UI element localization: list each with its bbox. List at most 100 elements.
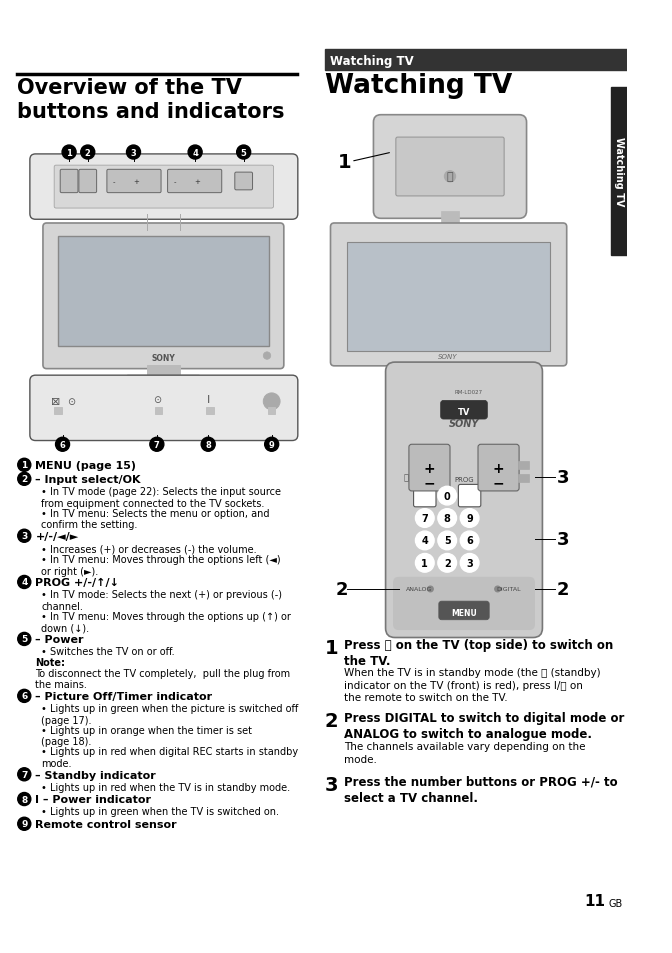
Circle shape	[460, 532, 479, 550]
Text: 6: 6	[21, 692, 28, 700]
Text: ⊙: ⊙	[67, 396, 75, 407]
Circle shape	[17, 768, 31, 781]
FancyBboxPatch shape	[458, 485, 480, 507]
Text: – Picture Off/Timer indicator: – Picture Off/Timer indicator	[36, 692, 212, 701]
FancyBboxPatch shape	[127, 375, 200, 385]
Text: −: −	[423, 476, 435, 490]
Text: ANALOG: ANALOG	[406, 587, 432, 592]
FancyBboxPatch shape	[54, 166, 274, 209]
FancyBboxPatch shape	[30, 154, 298, 220]
Text: 2: 2	[556, 580, 569, 598]
Text: 9: 9	[21, 820, 28, 828]
Text: ⏻: ⏻	[447, 172, 454, 182]
Text: • Switches the TV on or off.: • Switches the TV on or off.	[41, 647, 175, 657]
Text: Press ⓘ on the TV (top side) to switch on
the TV.: Press ⓘ on the TV (top side) to switch o…	[343, 638, 613, 667]
Text: 6: 6	[466, 536, 473, 546]
FancyBboxPatch shape	[30, 375, 298, 441]
Text: When the TV is in standby mode (the ⓘ (standby)
indicator on the TV (front) is r: When the TV is in standby mode (the ⓘ (s…	[343, 668, 600, 702]
Text: Press the number buttons or PROG +/- to
select a TV channel.: Press the number buttons or PROG +/- to …	[343, 775, 617, 804]
FancyBboxPatch shape	[43, 224, 284, 369]
Circle shape	[62, 146, 76, 160]
Text: +/-/◄/►: +/-/◄/►	[36, 532, 79, 541]
Text: 9: 9	[269, 440, 275, 449]
Text: TV: TV	[458, 408, 470, 416]
FancyBboxPatch shape	[386, 363, 542, 638]
Text: +: +	[194, 179, 200, 185]
FancyBboxPatch shape	[331, 224, 566, 367]
Text: MENU (page 15): MENU (page 15)	[36, 460, 136, 471]
Text: • Lights up in green when the picture is switched off
(page 17).: • Lights up in green when the picture is…	[41, 703, 298, 725]
Text: 2: 2	[21, 475, 28, 484]
Bar	[347, 242, 550, 352]
Circle shape	[263, 353, 271, 360]
FancyBboxPatch shape	[409, 445, 450, 492]
Circle shape	[17, 473, 31, 486]
FancyBboxPatch shape	[374, 115, 527, 219]
Text: 5: 5	[241, 149, 247, 157]
Bar	[427, 363, 468, 377]
Text: Watching TV: Watching TV	[614, 137, 624, 206]
Text: SONY: SONY	[151, 354, 175, 362]
Text: 8: 8	[21, 795, 28, 803]
Text: 0: 0	[444, 491, 450, 501]
Circle shape	[237, 146, 251, 160]
Text: 2: 2	[444, 558, 450, 568]
Text: Remote control sensor: Remote control sensor	[36, 820, 177, 829]
Circle shape	[17, 576, 31, 589]
Circle shape	[438, 487, 456, 505]
Text: 3: 3	[21, 532, 28, 540]
Text: PROG: PROG	[454, 476, 474, 482]
Text: 3: 3	[556, 531, 569, 549]
Text: • Lights up in red when digital REC starts in standby
mode.: • Lights up in red when digital REC star…	[41, 746, 298, 768]
Text: -: -	[173, 179, 176, 185]
Text: 6: 6	[60, 440, 65, 449]
FancyBboxPatch shape	[408, 376, 489, 386]
Circle shape	[17, 793, 31, 805]
Text: ⊙: ⊙	[153, 395, 161, 405]
Text: RM-LD027: RM-LD027	[455, 390, 482, 395]
Circle shape	[265, 437, 279, 452]
Circle shape	[17, 690, 31, 702]
Circle shape	[263, 394, 280, 411]
Text: 7: 7	[154, 440, 160, 449]
Circle shape	[427, 586, 433, 592]
Circle shape	[415, 554, 434, 573]
Text: GB: GB	[609, 899, 623, 908]
Text: 4: 4	[421, 536, 428, 546]
FancyBboxPatch shape	[393, 578, 535, 630]
Text: 5: 5	[444, 536, 450, 546]
Circle shape	[17, 458, 31, 472]
Text: 1: 1	[421, 558, 428, 568]
Text: +: +	[493, 461, 505, 476]
Circle shape	[438, 554, 456, 573]
Text: Overview of the TV
buttons and indicators: Overview of the TV buttons and indicator…	[17, 78, 284, 121]
Text: The channels available vary depending on the
mode.: The channels available vary depending on…	[343, 741, 585, 763]
Text: • In TV mode: Selects the next (+) or previous (-)
channel.: • In TV mode: Selects the next (+) or pr…	[41, 590, 282, 612]
Circle shape	[81, 146, 95, 160]
FancyBboxPatch shape	[478, 445, 519, 492]
Bar	[518, 475, 530, 482]
Circle shape	[415, 532, 434, 550]
FancyBboxPatch shape	[439, 601, 489, 620]
Text: • Lights up in orange when the timer is set
(page 18).: • Lights up in orange when the timer is …	[41, 725, 252, 746]
Text: 9: 9	[466, 514, 473, 523]
FancyBboxPatch shape	[60, 171, 78, 193]
Text: 🔊: 🔊	[404, 473, 409, 482]
Text: 1: 1	[66, 149, 72, 157]
Text: I – Power indicator: I – Power indicator	[36, 795, 151, 804]
Text: ⊠: ⊠	[51, 396, 60, 407]
Text: 2: 2	[336, 580, 349, 598]
Text: 1: 1	[338, 152, 351, 172]
FancyBboxPatch shape	[441, 401, 487, 419]
Text: 2: 2	[325, 712, 339, 731]
Text: – Input select/OK: – Input select/OK	[36, 475, 141, 485]
Text: Watching TV: Watching TV	[325, 72, 512, 99]
Bar	[325, 51, 628, 71]
Bar	[155, 408, 163, 415]
Circle shape	[415, 509, 434, 528]
Text: 1: 1	[325, 638, 339, 657]
Bar	[146, 366, 180, 376]
FancyBboxPatch shape	[396, 138, 504, 196]
Text: DIGITAL: DIGITAL	[497, 587, 521, 592]
Text: • In TV mode (page 22): Selects the input source
from equipment connected to the: • In TV mode (page 22): Selects the inpu…	[41, 487, 281, 508]
